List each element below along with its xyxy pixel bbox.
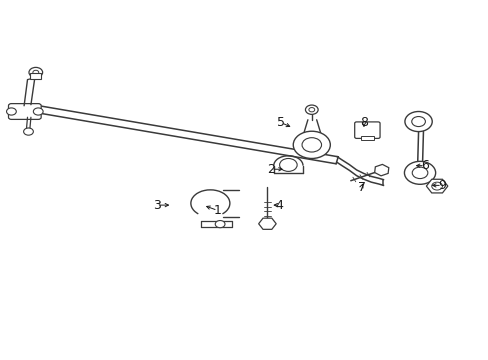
Circle shape (404, 161, 435, 184)
FancyBboxPatch shape (30, 73, 41, 79)
Circle shape (23, 128, 33, 135)
Circle shape (411, 167, 427, 179)
Text: 5: 5 (277, 116, 285, 129)
FancyBboxPatch shape (360, 135, 373, 140)
Circle shape (302, 138, 321, 152)
Circle shape (215, 221, 224, 228)
Circle shape (33, 70, 39, 75)
Text: 8: 8 (359, 116, 367, 129)
Text: 1: 1 (213, 204, 221, 217)
Circle shape (6, 108, 16, 115)
Text: 6: 6 (420, 159, 428, 172)
Text: 3: 3 (152, 199, 161, 212)
Circle shape (279, 158, 297, 171)
Circle shape (29, 67, 42, 77)
Text: 7: 7 (357, 181, 365, 194)
FancyBboxPatch shape (354, 122, 379, 138)
Text: 9: 9 (437, 179, 445, 192)
Text: 2: 2 (267, 163, 275, 176)
Circle shape (33, 108, 43, 115)
Circle shape (431, 182, 442, 190)
Circle shape (404, 112, 431, 132)
Circle shape (411, 117, 425, 127)
Circle shape (305, 105, 318, 114)
Text: 4: 4 (275, 199, 283, 212)
Circle shape (293, 131, 330, 158)
FancyBboxPatch shape (8, 104, 41, 120)
Circle shape (308, 108, 314, 112)
